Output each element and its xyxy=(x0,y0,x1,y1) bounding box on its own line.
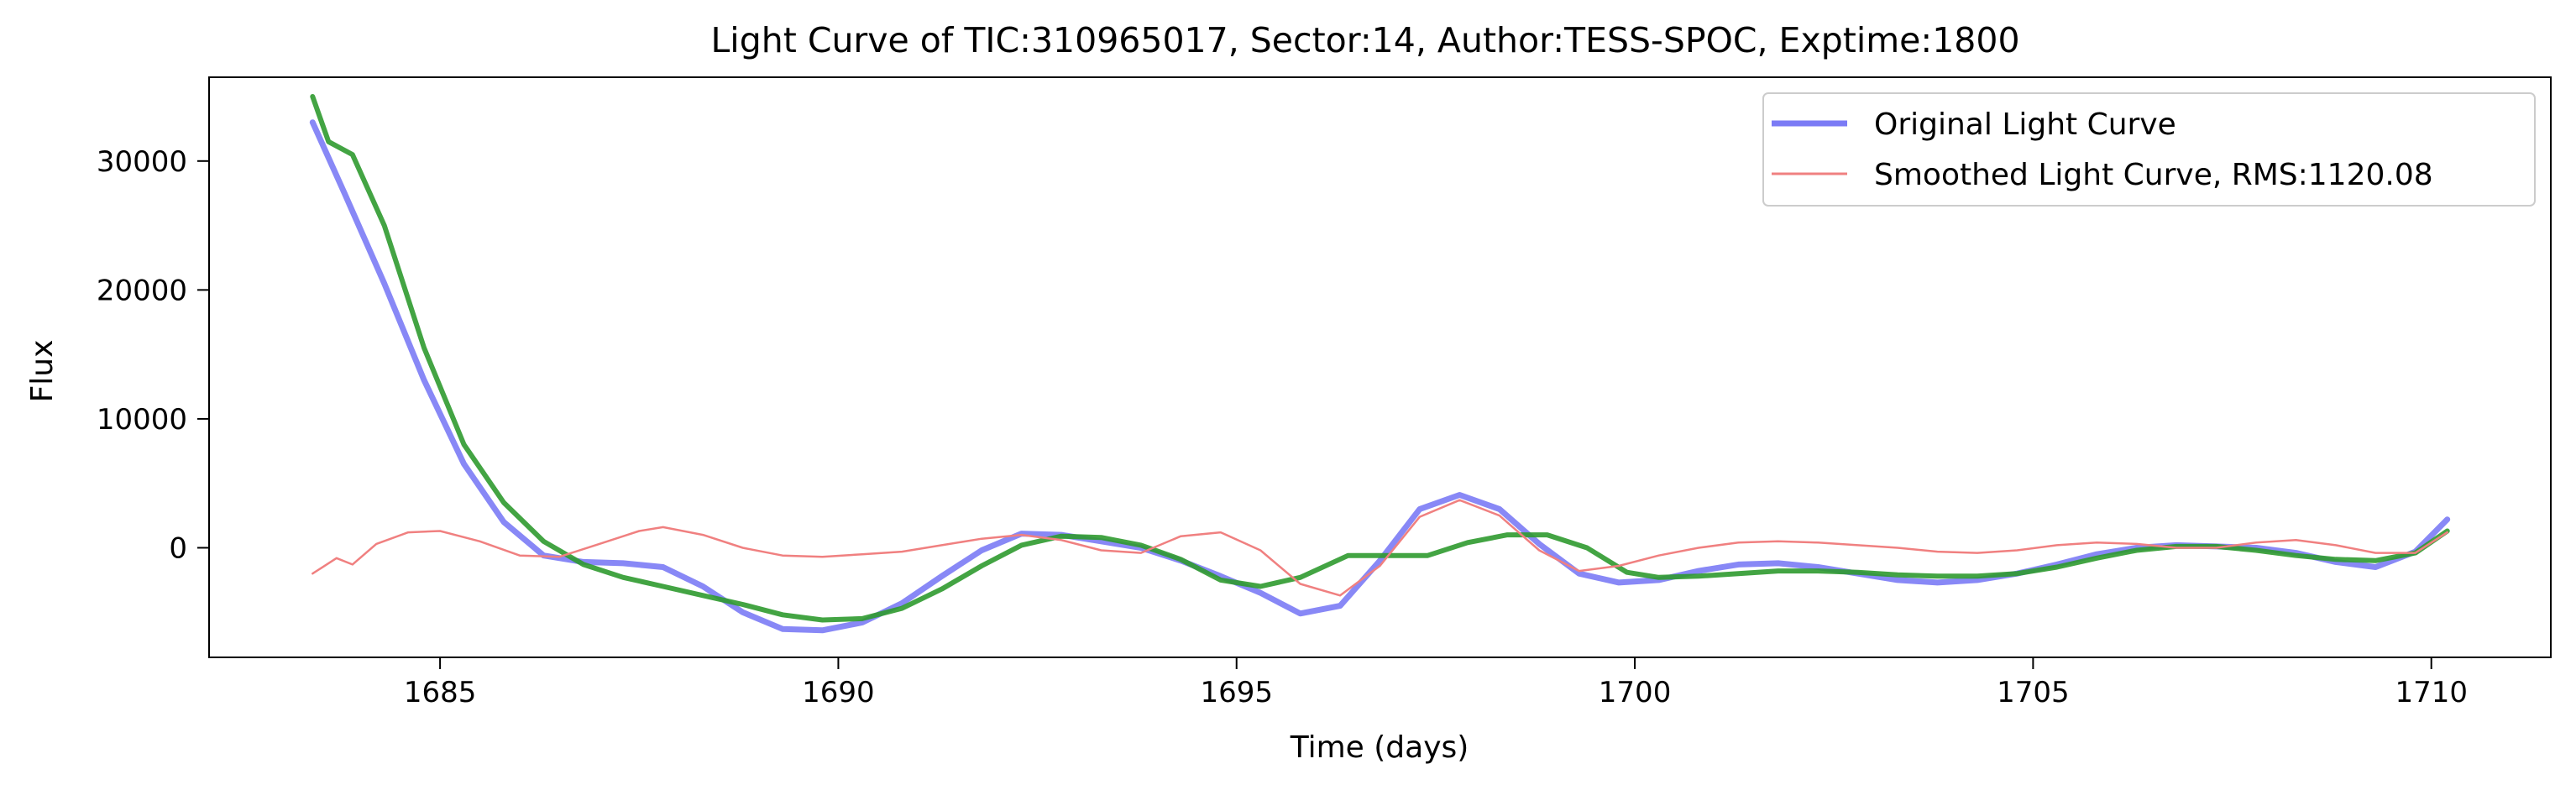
y-tick-label: 0 xyxy=(169,531,187,565)
legend: Original Light Curve Smoothed Light Curv… xyxy=(1762,92,2536,207)
legend-label-original: Original Light Curve xyxy=(1874,107,2176,142)
y-tick-label: 10000 xyxy=(97,403,187,437)
legend-box xyxy=(1762,92,2536,207)
y-axis-label: Flux xyxy=(25,340,60,403)
chart-title: Light Curve of TIC:310965017, Sector:14,… xyxy=(710,20,2019,60)
y-tick-label: 20000 xyxy=(97,274,187,307)
x-tick-label: 1710 xyxy=(2395,676,2468,709)
original-light-curve xyxy=(309,119,2451,634)
x-axis-label: Time (days) xyxy=(1290,730,1469,765)
y-axis: 0 10000 20000 30000 xyxy=(97,145,209,565)
x-tick-label: 1695 xyxy=(1200,676,1273,709)
smoothed-light-curve xyxy=(312,499,2448,597)
series-layer xyxy=(309,94,2451,634)
plot-frame xyxy=(208,76,2552,658)
x-tick-label: 1690 xyxy=(802,676,875,709)
x-tick-label: 1705 xyxy=(1997,676,2070,709)
x-tick-label: 1700 xyxy=(1599,676,1672,709)
x-tick-label: 1685 xyxy=(404,676,477,709)
x-axis: 1685 1690 1695 1700 1705 1710 xyxy=(404,657,2468,709)
smoothed-fit-curve xyxy=(310,94,2450,623)
legend-label-smoothed: Smoothed Light Curve, RMS:1120.08 xyxy=(1874,158,2433,192)
y-tick-label: 30000 xyxy=(97,145,187,179)
